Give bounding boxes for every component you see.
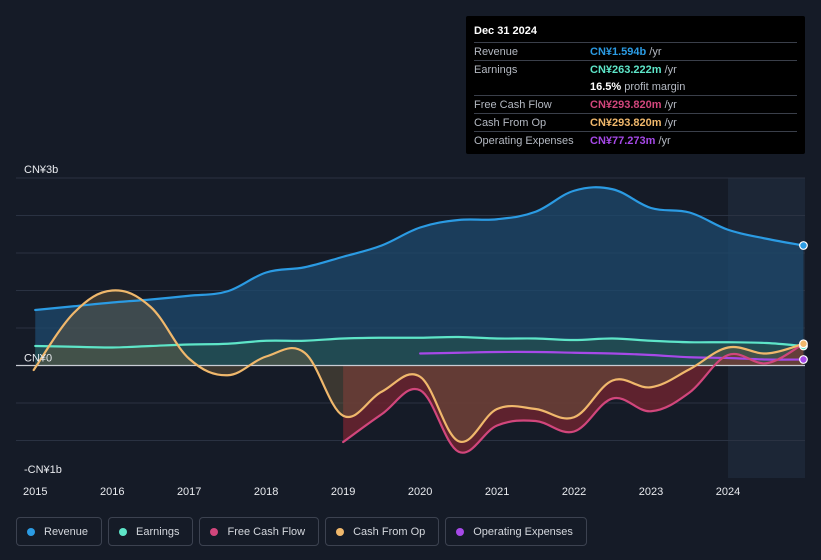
x-axis-label: 2024 bbox=[716, 486, 740, 498]
tooltip-row-cfo: Cash From Op CN¥293.820m /yr bbox=[474, 113, 797, 131]
tooltip-row-margin: 16.5% profit margin bbox=[474, 78, 797, 95]
cash-from-op-end-marker bbox=[800, 340, 808, 348]
tooltip-row-fcf: Free Cash Flow CN¥293.820m /yr bbox=[474, 95, 797, 113]
tooltip-unit: /yr bbox=[649, 46, 661, 58]
tooltip-value: CN¥263.222m bbox=[590, 64, 662, 76]
tooltip-unit: /yr bbox=[665, 99, 677, 111]
tooltip-row-revenue: Revenue CN¥1.594b /yr bbox=[474, 42, 797, 60]
x-axis-label: 2015 bbox=[23, 486, 47, 498]
tooltip-row-opex: Operating Expenses CN¥77.273m /yr bbox=[474, 131, 797, 149]
legend-dot-icon bbox=[210, 528, 218, 536]
legend: Revenue Earnings Free Cash Flow Cash Fro… bbox=[16, 517, 587, 546]
x-axis-label: 2018 bbox=[254, 486, 278, 498]
revenue-end-marker bbox=[800, 242, 808, 250]
x-axis-label: 2020 bbox=[408, 486, 432, 498]
legend-label: Cash From Op bbox=[353, 526, 425, 538]
tooltip-value: CN¥293.820m bbox=[590, 117, 662, 129]
tooltip-unit: /yr bbox=[665, 117, 677, 129]
tooltip-label: Operating Expenses bbox=[474, 135, 590, 147]
tooltip-label: Cash From Op bbox=[474, 117, 590, 129]
legend-label: Free Cash Flow bbox=[227, 526, 305, 538]
tooltip-label: Earnings bbox=[474, 64, 590, 76]
legend-item-operating-expenses[interactable]: Operating Expenses bbox=[445, 517, 587, 546]
tooltip-value: CN¥1.594b bbox=[590, 46, 646, 58]
y-axis-label: CN¥0 bbox=[24, 353, 52, 365]
tooltip-label: Free Cash Flow bbox=[474, 99, 590, 111]
legend-item-earnings[interactable]: Earnings bbox=[108, 517, 193, 546]
legend-item-free-cash-flow[interactable]: Free Cash Flow bbox=[199, 517, 319, 546]
y-axis-label: CN¥3b bbox=[24, 164, 58, 176]
x-axis-label: 2017 bbox=[177, 486, 201, 498]
tooltip-unit: profit margin bbox=[624, 81, 685, 93]
tooltip-unit: /yr bbox=[658, 135, 670, 147]
legend-dot-icon bbox=[456, 528, 464, 536]
legend-item-cash-from-op[interactable]: Cash From Op bbox=[325, 517, 439, 546]
legend-dot-icon bbox=[336, 528, 344, 536]
legend-dot-icon bbox=[27, 528, 35, 536]
x-axis-label: 2021 bbox=[485, 486, 509, 498]
operating-expenses-end-marker bbox=[800, 356, 808, 364]
legend-label: Revenue bbox=[44, 526, 88, 538]
legend-label: Operating Expenses bbox=[473, 526, 573, 538]
y-axis-label: -CN¥1b bbox=[24, 464, 62, 476]
tooltip-row-earnings: Earnings CN¥263.222m /yr bbox=[474, 60, 797, 78]
legend-label: Earnings bbox=[136, 526, 179, 538]
x-axis-label: 2022 bbox=[562, 486, 586, 498]
x-axis-label: 2016 bbox=[100, 486, 124, 498]
tooltip-label: Revenue bbox=[474, 46, 590, 58]
tooltip-value: 16.5% bbox=[590, 81, 621, 93]
tooltip-value: CN¥77.273m bbox=[590, 135, 655, 147]
legend-item-revenue[interactable]: Revenue bbox=[16, 517, 102, 546]
x-axis-label: 2023 bbox=[639, 486, 663, 498]
x-axis-label: 2019 bbox=[331, 486, 355, 498]
legend-dot-icon bbox=[119, 528, 127, 536]
tooltip-unit: /yr bbox=[665, 64, 677, 76]
tooltip: Dec 31 2024 Revenue CN¥1.594b /yr Earnin… bbox=[466, 16, 805, 154]
tooltip-value: CN¥293.820m bbox=[590, 99, 662, 111]
tooltip-date: Dec 31 2024 bbox=[474, 25, 797, 42]
